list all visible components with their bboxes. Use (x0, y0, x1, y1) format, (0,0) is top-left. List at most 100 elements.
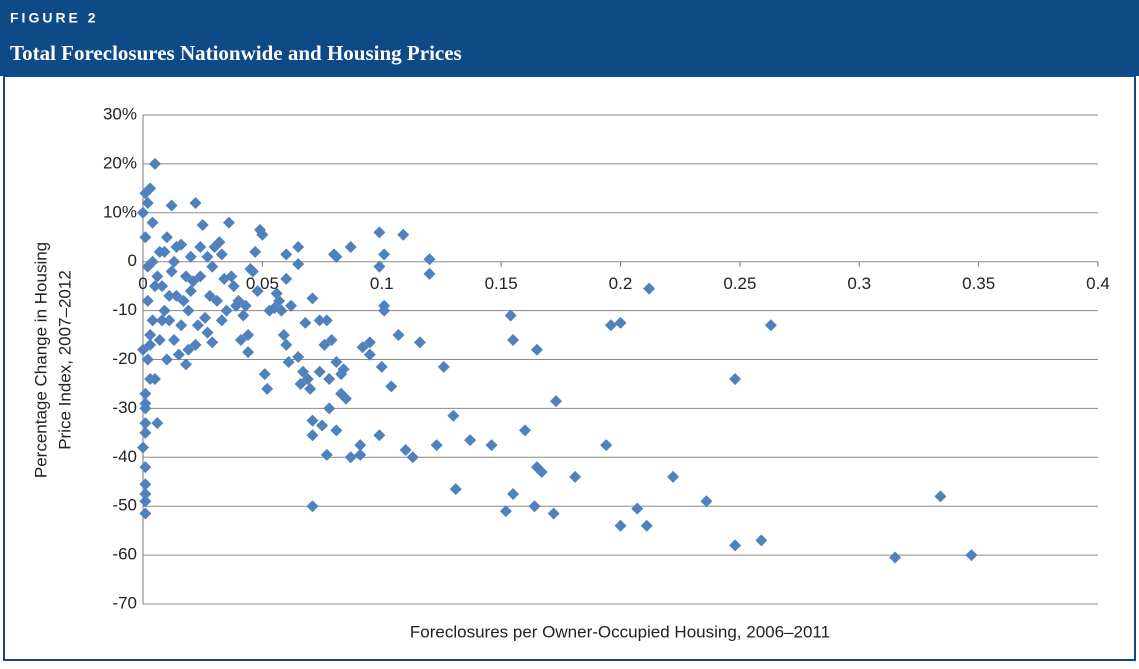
data-point (280, 272, 293, 285)
data-point (184, 285, 197, 298)
data-point (139, 426, 152, 439)
data-point (165, 199, 178, 212)
data-point (242, 346, 255, 359)
data-point (139, 461, 152, 474)
data-point (729, 373, 742, 386)
data-point (215, 248, 228, 261)
data-point (220, 304, 233, 317)
data-point (292, 241, 305, 254)
data-point (222, 216, 235, 229)
y-tick-label: -10 (112, 300, 137, 319)
data-point (163, 314, 176, 327)
data-point (499, 505, 512, 518)
data-point (700, 495, 713, 508)
data-point (234, 333, 247, 346)
data-point (139, 402, 152, 415)
data-point (385, 380, 398, 393)
data-point (141, 353, 154, 366)
data-point (139, 478, 152, 491)
x-tick-label: 0.05 (246, 274, 279, 293)
chart-frame (3, 75, 1136, 661)
data-point (306, 500, 319, 513)
data-point (160, 353, 173, 366)
data-point (640, 519, 653, 532)
data-point (316, 419, 329, 432)
y-tick-label: -50 (112, 496, 137, 515)
data-point (889, 551, 902, 564)
data-point (148, 280, 161, 293)
data-point (356, 341, 369, 354)
data-point (163, 289, 176, 302)
data-point (141, 197, 154, 210)
y-tick-label: 0 (128, 251, 137, 270)
data-point (218, 272, 231, 285)
data-point (187, 275, 200, 288)
data-point (330, 424, 343, 437)
data-point (437, 360, 450, 373)
data-point (320, 448, 333, 461)
data-point (168, 255, 181, 268)
data-point (146, 255, 159, 268)
data-point (399, 443, 412, 456)
data-point (965, 549, 978, 562)
x-axis-title: Foreclosures per Owner-Occupied Housing,… (410, 622, 830, 641)
data-point (423, 267, 436, 280)
data-point (323, 402, 336, 415)
data-point (151, 270, 164, 283)
data-point (378, 248, 391, 261)
data-point (306, 429, 319, 442)
data-point (203, 289, 216, 302)
data-point (139, 495, 152, 508)
data-point (285, 299, 298, 312)
data-point (156, 314, 169, 327)
data-point (323, 373, 336, 386)
data-point (189, 338, 202, 351)
data-point (215, 314, 228, 327)
data-point (177, 294, 190, 307)
data-point (313, 365, 326, 378)
data-point (430, 439, 443, 452)
data-point (363, 348, 376, 361)
data-point (146, 216, 159, 229)
data-point (507, 333, 520, 346)
data-point (485, 439, 498, 452)
data-point (211, 294, 224, 307)
data-point (292, 258, 305, 271)
data-point (199, 311, 212, 324)
data-point (550, 395, 563, 408)
data-point (144, 329, 157, 342)
data-point (206, 260, 219, 273)
data-point (201, 250, 214, 263)
data-point (344, 451, 357, 464)
x-tick-label: 0.4 (1086, 274, 1110, 293)
data-point (153, 333, 166, 346)
data-point (325, 333, 338, 346)
y-tick-label: -40 (112, 447, 137, 466)
data-point (354, 439, 367, 452)
data-point (667, 470, 680, 483)
data-point (184, 250, 197, 263)
y-tick-label: 10% (103, 202, 137, 221)
data-point (194, 270, 207, 283)
data-point (137, 441, 149, 454)
data-point (600, 439, 613, 452)
data-point (208, 241, 221, 254)
data-point (137, 343, 149, 356)
data-point (194, 241, 207, 254)
chart-title: Total Foreclosures Nationwide and Housin… (10, 41, 462, 65)
data-point (139, 487, 152, 500)
data-point (318, 338, 331, 351)
data-point (239, 299, 252, 312)
y-tick-label: -30 (112, 398, 137, 417)
data-point (378, 304, 391, 317)
data-point (282, 355, 295, 368)
data-point (160, 231, 173, 244)
data-point (373, 429, 386, 442)
data-point (464, 434, 477, 447)
data-point (170, 241, 183, 254)
data-point (148, 373, 161, 386)
data-point (251, 285, 264, 298)
y-tick-label: -70 (112, 593, 137, 612)
data-point (530, 461, 543, 474)
